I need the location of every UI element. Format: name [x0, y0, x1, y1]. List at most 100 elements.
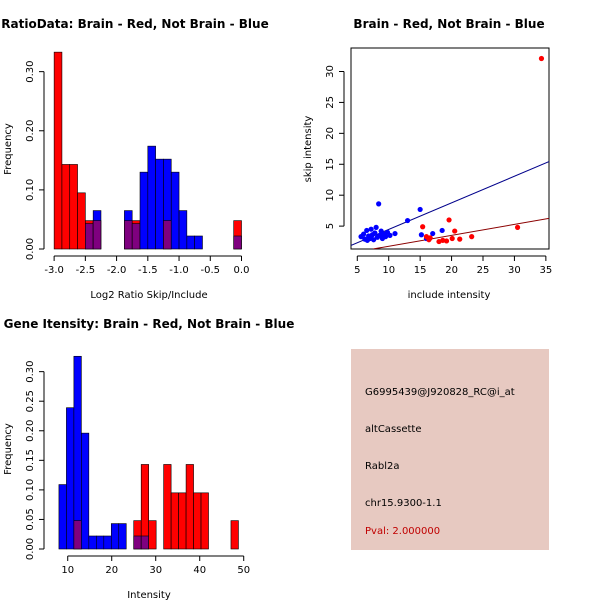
gene-name: Rabl2a [365, 461, 400, 472]
point-not-brain [364, 237, 370, 243]
ratio-bar-overlap [85, 223, 94, 250]
ratio-y-tick-label: 0.20 [25, 120, 36, 142]
point-not-brain [368, 226, 374, 232]
ratio-title: RatioData: Brain - Red, Not Brain - Blue [1, 17, 268, 31]
point-not-brain [417, 206, 423, 213]
intensity-bar-not-brain [88, 535, 97, 550]
ratio-x-tick-label: -1.0 [169, 265, 189, 276]
intensity-bar-brain [148, 520, 157, 550]
scatter-ylabel: skip intensity [303, 116, 314, 183]
point-not-brain [430, 230, 436, 237]
intensity-bar-overlap [73, 520, 82, 550]
point-brain [538, 55, 545, 62]
ratio-bar-brain [77, 192, 86, 250]
scatter-x-tick-label: 10 [382, 265, 395, 276]
intensity-bar-brain [163, 464, 172, 550]
probe-id: G6995439@J920828_RC@i_at [365, 387, 515, 398]
scatter-y-tick-label: 25 [325, 96, 336, 109]
point-brain [443, 238, 450, 244]
ratio-x-tick-label: -0.5 [201, 265, 221, 276]
intensity-x-tick-label: 40 [193, 565, 206, 576]
intensity-bar-not-brain [96, 535, 105, 550]
intensity-x-tick-label: 30 [149, 565, 162, 576]
point-not-brain [372, 230, 378, 236]
ratio-bar-overlap [163, 220, 172, 250]
point-brain [427, 235, 433, 241]
ratio-xlabel: Log2 Ratio Skip/Include [90, 290, 207, 301]
point-brain [449, 235, 455, 242]
intensity-y-tick-label: 0.25 [25, 390, 36, 412]
ratio-bars [53, 51, 242, 250]
point-not-brain [382, 234, 389, 240]
scatter-y-tick-label: 20 [325, 127, 336, 140]
intensity-bar-not-brain [73, 355, 82, 550]
ratio-bar-not-brain [155, 158, 164, 250]
genomic-location: chr15.9300-1.1 [365, 498, 442, 509]
intensity-bar-overlap [140, 535, 149, 550]
scatter-y-tick-label: 15 [325, 158, 336, 171]
scatter-x-axis: 5 10 15 20 25 30 35 [354, 255, 552, 276]
intensity-bar-brain [170, 492, 179, 550]
ratio-x-tick-label: -2.0 [107, 265, 127, 276]
intensity-bar-brain [178, 492, 187, 550]
intensity-x-tick-label: 10 [61, 565, 74, 576]
point-brain [446, 217, 452, 223]
ratio-ylabel: Frequency [3, 123, 14, 175]
scatter-xlabel: include intensity [408, 290, 491, 301]
intensity-x-tick-label: 20 [105, 565, 118, 576]
scatter-x-tick-label: 15 [414, 265, 427, 276]
intensity-x-tick-label: 50 [237, 565, 250, 576]
intensity-bar-brain [185, 464, 194, 550]
intensity-bar-not-brain [110, 523, 120, 550]
intensity-bar-not-brain [103, 535, 112, 550]
scatter-x-tick-label: 20 [445, 265, 458, 276]
ratio-bar-brain [61, 164, 71, 250]
point-brain [457, 236, 463, 242]
info-panel: G6995439@J920828_RC@i_at altCassette Rab… [351, 349, 549, 550]
intensity-y-axis: 0.00 0.05 0.10 0.15 0.20 0.25 0.30 [25, 361, 45, 560]
ratio-bar-overlap [92, 220, 102, 250]
intensity-bar-brain [193, 492, 202, 550]
ratio-bar-brain [53, 51, 63, 250]
intensity-y-tick-label: 0.15 [25, 449, 36, 471]
point-not-brain [418, 232, 424, 238]
point-not-brain [360, 231, 367, 237]
intensity-ylabel: Frequency [3, 423, 14, 475]
scatter-y-tick-label: 30 [325, 65, 336, 78]
intensity-x-axis: 10 20 30 40 50 [61, 555, 250, 576]
scatter-y-axis: 5 10 15 20 25 30 [325, 65, 345, 229]
intensity-bar-brain [200, 492, 209, 550]
intensity-y-tick-label: 0.05 [25, 508, 36, 530]
intensity-bar-not-brain [58, 484, 67, 550]
fit-line-brain [372, 217, 549, 249]
ratio-bar-not-brain [170, 171, 180, 250]
point-brain [452, 228, 458, 234]
ratio-x-axis: -3.0 -2.5 -2.0 -1.5 -1.0 -0.5 0.0 [44, 255, 249, 276]
ratio-bar-not-brain [186, 235, 195, 250]
point-not-brain [392, 230, 398, 237]
ratio-y-tick-label: 0.30 [25, 61, 36, 83]
ratio-histogram: RatioData: Brain - Red, Not Brain - Blue… [1, 17, 268, 301]
ratio-bar-not-brain [147, 145, 156, 250]
point-not-brain [404, 217, 411, 224]
scatter-y-tick-label: 5 [325, 223, 336, 229]
intensity-title: Gene Itensity: Brain - Red, Not Brain - … [4, 317, 295, 331]
intensity-y-tick-label: 0.10 [25, 479, 36, 501]
scatter-x-tick-label: 5 [354, 265, 360, 276]
ratio-y-tick-label: 0.10 [25, 179, 36, 201]
intensity-bar-brain [230, 520, 239, 550]
ratio-bar-overlap [131, 223, 141, 250]
intensity-bar-not-brain [81, 432, 90, 550]
intensity-bar-not-brain [66, 407, 75, 550]
scatter-plot-box [350, 47, 550, 250]
point-brain [514, 224, 521, 230]
intensity-y-tick-label: 0.20 [25, 420, 36, 442]
intensity-y-tick-label: 0.00 [25, 538, 36, 560]
intensity-bar-not-brain [118, 523, 127, 550]
ratio-bar-overlap [233, 235, 242, 250]
ratio-bar-brain [69, 164, 78, 250]
event-type: altCassette [365, 424, 422, 435]
fit-line-not-brain [351, 161, 549, 246]
scatter-fit-lines [351, 161, 549, 249]
